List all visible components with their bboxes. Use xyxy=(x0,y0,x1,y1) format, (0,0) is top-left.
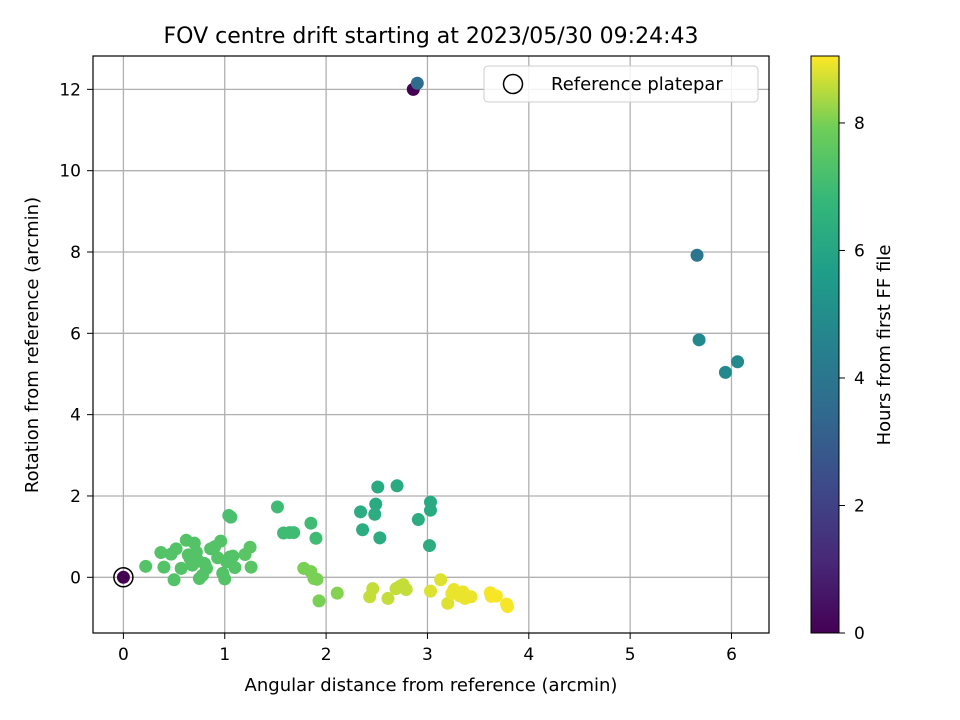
scatter-point xyxy=(371,480,385,494)
scatter-point xyxy=(167,573,181,587)
colorbar-ticks: 0 2 4 6 8 xyxy=(839,114,865,644)
x-axis-label: Angular distance from reference (arcmin) xyxy=(245,675,618,696)
scatter-point xyxy=(214,534,228,548)
scatter-point xyxy=(718,365,732,379)
scatter-point xyxy=(356,523,370,537)
scatter-point xyxy=(243,540,257,554)
scatter-point xyxy=(390,479,404,493)
data-points xyxy=(116,76,745,614)
scatter-point xyxy=(200,561,214,575)
x-tick-label: 4 xyxy=(523,645,534,665)
colorbar-label: Hours from first FF file xyxy=(874,245,895,446)
legend-box xyxy=(483,65,759,103)
x-tick-label: 0 xyxy=(118,645,129,665)
chart-title: FOV centre drift starting at 2023/05/30 … xyxy=(164,24,699,49)
scatter-point xyxy=(228,561,242,575)
colorbar: 0 2 4 6 8 Hours from first FF file xyxy=(810,55,895,644)
colorbar-tick-label: 4 xyxy=(854,369,865,389)
scatter-point xyxy=(373,531,387,545)
scatter-point xyxy=(368,507,382,521)
colorbar-gradient xyxy=(810,55,840,634)
y-tick-label: 8 xyxy=(70,243,81,263)
plot-frame xyxy=(92,55,770,634)
x-tick-label: 3 xyxy=(422,645,433,665)
scatter-point xyxy=(287,526,301,540)
colorbar-tick-label: 6 xyxy=(854,241,865,261)
x-axis: 0 1 2 3 4 5 6 xyxy=(118,633,737,665)
x-tick-label: 2 xyxy=(321,645,332,665)
scatter-point xyxy=(369,497,383,511)
scatter-point xyxy=(310,572,324,586)
y-tick-label: 4 xyxy=(70,406,81,426)
scatter-point xyxy=(174,561,188,575)
scatter-point xyxy=(399,582,413,596)
scatter-point xyxy=(690,248,704,262)
y-axis: 0 2 4 6 8 10 12 xyxy=(59,80,93,588)
scatter-point xyxy=(226,549,240,563)
scatter-point xyxy=(139,559,153,573)
scatter-point xyxy=(116,570,130,584)
y-tick-label: 2 xyxy=(70,487,81,507)
y-axis-label: Rotation from reference (arcmin) xyxy=(22,197,43,493)
scatter-point xyxy=(154,545,168,559)
legend: Reference platepar xyxy=(483,65,759,103)
colorbar-tick-label: 8 xyxy=(854,114,865,134)
scatter-point xyxy=(434,573,448,587)
scatter-point xyxy=(423,584,437,598)
scatter-point xyxy=(312,594,326,608)
scatter-point xyxy=(218,572,232,586)
scatter-point xyxy=(330,586,344,600)
scatter-point xyxy=(501,600,515,614)
y-tick-label: 6 xyxy=(70,324,81,344)
colorbar-tick-label: 0 xyxy=(854,624,865,644)
scatter-point xyxy=(169,542,183,556)
x-tick-label: 5 xyxy=(625,645,636,665)
scatter-point xyxy=(489,589,503,603)
legend-marker-icon xyxy=(502,73,524,95)
scatter-point xyxy=(381,591,395,605)
legend-label: Reference platepar xyxy=(551,74,723,95)
scatter-point xyxy=(224,510,238,524)
scatter-point xyxy=(270,500,284,514)
colorbar-tick-label: 2 xyxy=(854,496,865,516)
scatter-point xyxy=(354,505,368,519)
x-tick-label: 6 xyxy=(726,645,737,665)
scatter-point xyxy=(366,582,380,596)
scatter-point xyxy=(423,503,437,517)
reference-platepar-marker xyxy=(113,567,134,588)
scatter-point xyxy=(309,531,323,545)
scatter-point xyxy=(304,516,318,530)
y-tick-label: 0 xyxy=(70,568,81,588)
scatter-point xyxy=(410,76,424,90)
scatter-point xyxy=(244,560,258,574)
y-tick-label: 12 xyxy=(59,80,81,100)
scatter-point xyxy=(692,333,706,347)
scatter-point xyxy=(422,539,436,553)
scatter-point xyxy=(411,513,425,527)
x-tick-label: 1 xyxy=(219,645,230,665)
scatter-point xyxy=(441,596,455,610)
y-tick-label: 10 xyxy=(59,162,81,182)
reference-marker xyxy=(113,567,134,588)
scatter-point xyxy=(731,355,745,369)
scatter-point xyxy=(464,590,478,604)
scatter-point xyxy=(157,560,171,574)
